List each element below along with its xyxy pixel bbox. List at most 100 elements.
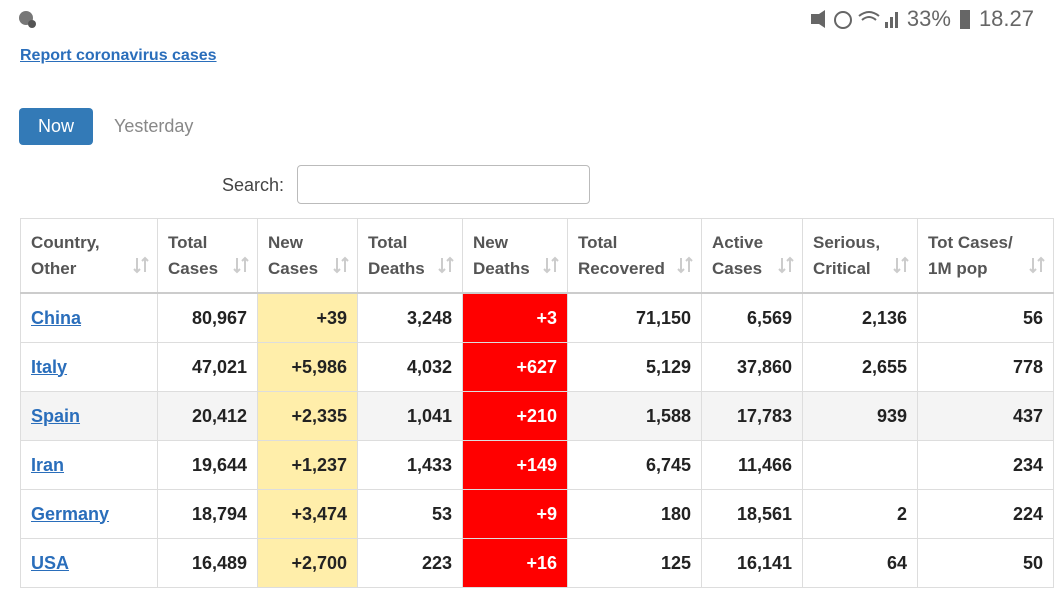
- table-cell: 1,433: [357, 440, 463, 490]
- sort-icon: [438, 256, 454, 274]
- table-cell: 53: [357, 489, 463, 539]
- header-label: Country, Other: [31, 232, 100, 278]
- country-link[interactable]: Germany: [31, 503, 110, 524]
- status-icons: [810, 10, 898, 29]
- table-cell: 224: [917, 489, 1054, 539]
- header-label: Tot Cases/ 1M pop: [928, 232, 1013, 278]
- column-header[interactable]: Active Cases: [701, 218, 803, 294]
- table-cell: 234: [917, 440, 1054, 490]
- column-header[interactable]: Country, Other: [20, 218, 158, 294]
- table-cell: 17,783: [701, 391, 803, 441]
- table-cell: Spain: [20, 391, 158, 441]
- table-cell: 37,860: [701, 342, 803, 392]
- column-header[interactable]: New Deaths: [462, 218, 568, 294]
- report-link[interactable]: Report coronavirus cases: [20, 47, 217, 64]
- table-cell: Germany: [20, 489, 158, 539]
- table-cell: 2: [802, 489, 918, 539]
- column-header[interactable]: New Cases: [257, 218, 358, 294]
- table-cell: 5,129: [567, 342, 702, 392]
- table-cell: 437: [917, 391, 1054, 441]
- header-label: Total Deaths: [368, 232, 425, 278]
- table-cell: Iran: [20, 440, 158, 490]
- table-cell: +2,700: [257, 538, 358, 588]
- table-cell: 1,041: [357, 391, 463, 441]
- sort-icon: [333, 256, 349, 274]
- table-cell: +39: [257, 292, 358, 343]
- table-cell: +9: [462, 489, 568, 539]
- clock: 18.27: [978, 6, 1034, 31]
- table-cell: 778: [917, 342, 1054, 392]
- table-cell: USA: [20, 538, 158, 588]
- table-cell: Italy: [20, 342, 158, 392]
- header-label: New Cases: [268, 232, 319, 278]
- table-cell: +210: [462, 391, 568, 441]
- country-link[interactable]: USA: [31, 552, 70, 573]
- cases-table: Country, Other Total Cases New Cases Total …: [20, 218, 1054, 588]
- table-cell: 6,745: [567, 440, 702, 490]
- table-row: USA 16,489 +2,700 223 +16 125 16,141 64 50: [20, 538, 1054, 588]
- search-label: Search:: [222, 175, 285, 195]
- header-row: Country, Other Total Cases New Cases Total …: [20, 218, 1054, 294]
- header-label: Total Recovered: [578, 232, 665, 278]
- sort-icon: [543, 256, 559, 274]
- table-row: Iran 19,644 +1,237 1,433 +149 6,745 11,466 234: [20, 440, 1054, 490]
- table-cell: 71,150: [567, 292, 702, 343]
- table-cell: 18,794: [157, 489, 258, 539]
- table-cell: +627: [462, 342, 568, 392]
- table-row: Spain 20,412 +2,335 1,041 +210 1,588 17,783 939…: [20, 391, 1054, 441]
- sort-icon: [677, 256, 693, 274]
- country-link[interactable]: Spain: [31, 405, 81, 426]
- header-label: Total Cases: [168, 232, 219, 278]
- sort-icon: [233, 256, 249, 274]
- status-bar: 33% 18.27: [809, 6, 1034, 32]
- header-label: Serious, Critical: [813, 232, 881, 278]
- table-cell: 20,412: [157, 391, 258, 441]
- table-cell: +3: [462, 292, 568, 343]
- table-cell: China: [20, 292, 158, 343]
- table-cell: 3,248: [357, 292, 463, 343]
- country-link[interactable]: Italy: [31, 356, 68, 377]
- table-cell: 6,569: [701, 292, 803, 343]
- table-cell: 47,021: [157, 342, 258, 392]
- column-header[interactable]: Total Recovered: [567, 218, 702, 294]
- table-cell: 56: [917, 292, 1054, 343]
- table-cell: 80,967: [157, 292, 258, 343]
- table-cell: +1,237: [257, 440, 358, 490]
- table-cell: 125: [567, 538, 702, 588]
- sort-icon: [133, 256, 149, 274]
- country-link[interactable]: China: [31, 307, 82, 328]
- battery-text: 33%: [906, 6, 951, 31]
- table-cell: 4,032: [357, 342, 463, 392]
- table-cell: 2,655: [802, 342, 918, 392]
- column-header[interactable]: Total Cases: [157, 218, 258, 294]
- battery-icon: [959, 10, 970, 29]
- table-cell: 2,136: [802, 292, 918, 343]
- country-link[interactable]: Iran: [31, 454, 65, 475]
- table-cell: +3,474: [257, 489, 358, 539]
- table-cell: 939: [802, 391, 918, 441]
- search-input[interactable]: [297, 165, 590, 204]
- table-cell: 50: [917, 538, 1054, 588]
- sort-icon: [1029, 256, 1045, 274]
- column-header[interactable]: Total Deaths: [357, 218, 463, 294]
- column-header[interactable]: Tot Cases/ 1M pop: [917, 218, 1054, 294]
- tab-yesterday[interactable]: Yesterday: [114, 116, 194, 136]
- table-cell: 16,489: [157, 538, 258, 588]
- table-cell: +16: [462, 538, 568, 588]
- column-header[interactable]: Serious, Critical: [802, 218, 918, 294]
- table-cell: [802, 440, 918, 490]
- sort-icon: [893, 256, 909, 274]
- tab-now[interactable]: Now: [19, 108, 93, 145]
- header-label: Active Cases: [712, 232, 764, 278]
- table-body: China 80,967 +39 3,248 +3 71,150 6,569 2,136 56 I…: [20, 292, 1054, 588]
- table-row: China 80,967 +39 3,248 +3 71,150 6,569 2,136 56: [20, 292, 1054, 343]
- table-cell: 19,644: [157, 440, 258, 490]
- table-cell: 64: [802, 538, 918, 588]
- table-cell: 180: [567, 489, 702, 539]
- notification-icon: [19, 11, 36, 28]
- table-cell: 18,561: [701, 489, 803, 539]
- table-cell: 16,141: [701, 538, 803, 588]
- table-cell: 1,588: [567, 391, 702, 441]
